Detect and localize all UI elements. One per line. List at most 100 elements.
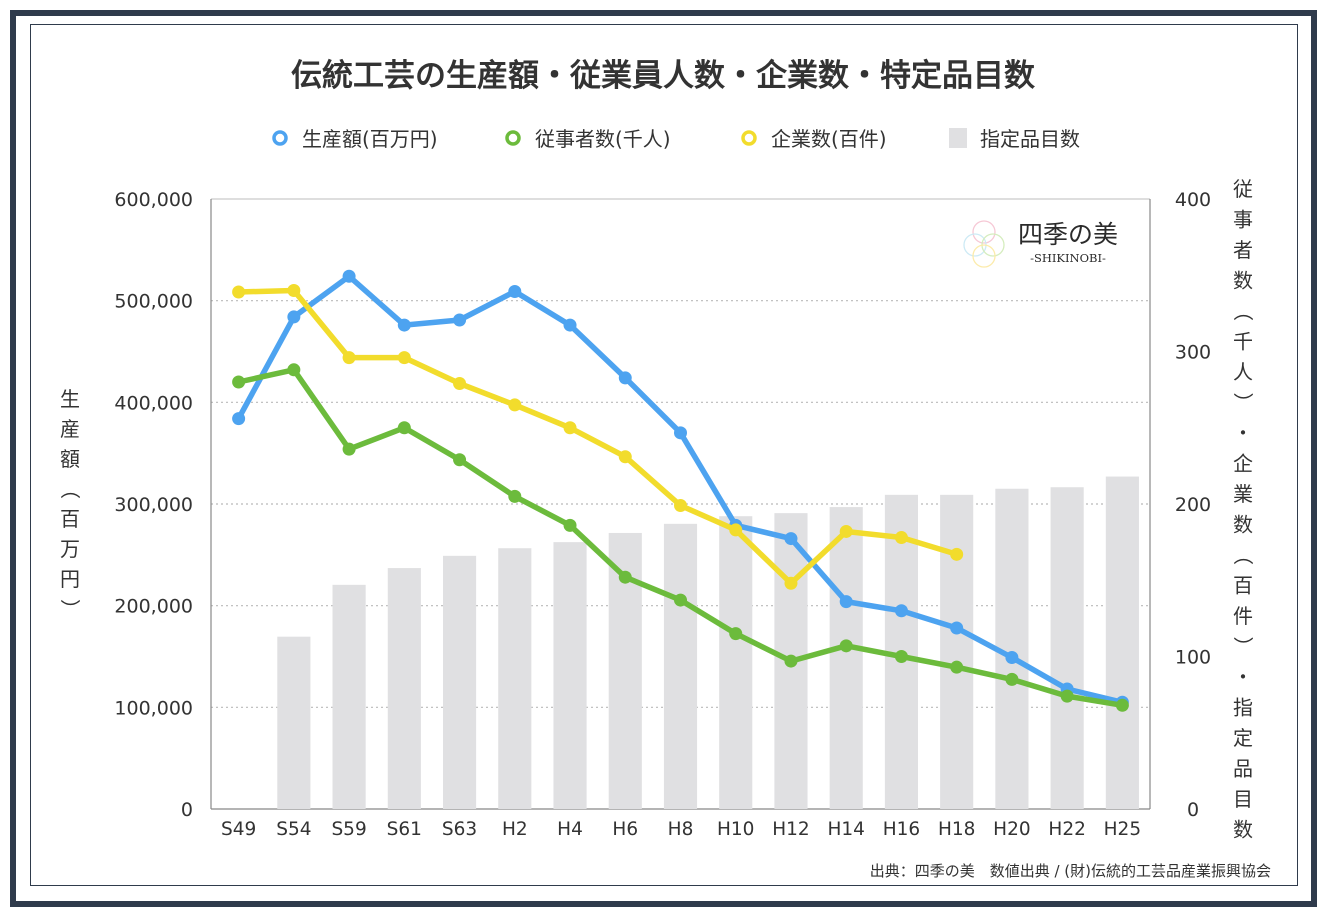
point-H4 (563, 421, 577, 435)
bar-S61 (387, 568, 421, 809)
left-axis-label: 生産額 （ 百万円 ） (58, 387, 82, 619)
point-H12 (784, 532, 798, 546)
legend-label: 生産額(百万円) (302, 127, 438, 151)
point-S49 (232, 375, 246, 389)
point-H2 (508, 489, 522, 503)
point-S54 (287, 310, 301, 324)
legend-label: 企業数(百件) (771, 127, 887, 151)
legend-item: 生産額(百万円) (272, 127, 438, 151)
axis-label-char: ） (1231, 393, 1255, 413)
axis-label-char: 数 (1233, 513, 1253, 537)
point-S61 (397, 421, 411, 435)
point-H4 (563, 318, 577, 332)
legend-label: 指定品目数 (980, 127, 1080, 151)
axis-label-char: 事 (1233, 208, 1253, 232)
point-H12 (784, 576, 798, 590)
axis-label-char: （ (1231, 545, 1255, 565)
point-H18 (950, 621, 964, 635)
flower-rings-icon (963, 220, 1005, 268)
left-axis-ticks: 0 100,000 200,000 300,000 400,000 500,000 600,… (114, 189, 193, 821)
point-H10 (729, 523, 743, 537)
point-H8 (674, 426, 687, 440)
point-H16 (894, 650, 908, 663)
axis-label-char: 者 (1233, 238, 1253, 262)
left-tick-label: 200,000 (114, 596, 193, 618)
x-tick-H25: H25 (1104, 819, 1141, 840)
point-H18 (950, 547, 964, 561)
bar-S54 (277, 636, 311, 809)
point-H16 (894, 604, 908, 618)
point-H6 (618, 371, 632, 385)
legend-item: 企業数(百件) (741, 127, 887, 151)
line-series-3 (232, 284, 964, 590)
left-tick-label: 600,000 (114, 189, 193, 211)
left-tick-label: 500,000 (114, 291, 193, 313)
chart-title: 伝統工芸の生産額・従業員人数・企業数・特定品目数 (291, 58, 1035, 94)
line-series-2 (232, 363, 1129, 712)
point-S61 (397, 351, 411, 365)
point-S59 (342, 442, 356, 456)
point-H12 (784, 654, 798, 668)
point-H6 (618, 450, 632, 464)
point-H2 (508, 398, 522, 412)
axis-label-char: 千 (1233, 330, 1253, 354)
point-S59 (342, 351, 356, 365)
left-tick-label: 100,000 (114, 697, 193, 719)
point-H22 (1060, 689, 1074, 703)
axis-label-char: 指 (1233, 696, 1253, 720)
right-axis-ticks: 0 100 200 300 400 (1175, 189, 1211, 821)
axis-label-char: 額 (60, 447, 80, 471)
point-S49 (232, 285, 246, 299)
x-tick-H10: H10 (717, 819, 754, 840)
point-S54 (287, 363, 301, 377)
point-S63 (453, 453, 467, 467)
line-series-1 (232, 269, 1129, 709)
axis-label-char: （ (1231, 301, 1255, 321)
source-note: 出典：四季の美 数値出典 / (財)伝統的工芸品産業振興協会 (870, 862, 1271, 880)
bar-S59 (332, 584, 366, 809)
bar-H18 (940, 494, 974, 809)
legend-bar-swatch (949, 128, 967, 148)
axis-label-char: ・ (1233, 665, 1253, 689)
legend-line-marker (272, 130, 288, 146)
point-S63 (453, 377, 467, 391)
x-tick-S63: S63 (442, 819, 477, 840)
axis-label-char: 業 (1233, 482, 1253, 506)
axis-label-char: 定 (1233, 726, 1253, 750)
x-tick-H18: H18 (938, 819, 975, 840)
point-S63 (453, 313, 467, 327)
point-H6 (618, 570, 632, 584)
bar-H8 (663, 523, 698, 809)
bar-H10 (719, 516, 753, 809)
bar-series-items (277, 476, 1139, 809)
legend-label: 従事者数(千人) (535, 127, 671, 151)
point-H8 (674, 499, 687, 513)
point-S49 (232, 412, 246, 426)
right-tick-label: 200 (1175, 494, 1211, 516)
legend-item: 指定品目数 (949, 127, 1080, 151)
axis-label-char: 数 (1233, 818, 1253, 842)
axis-label-char: 従 (1233, 177, 1253, 201)
point-H20 (1005, 651, 1019, 665)
x-tick-H4: H4 (557, 819, 583, 840)
right-tick-label: 400 (1175, 189, 1211, 211)
bar-H25 (1105, 476, 1139, 809)
x-tick-H12: H12 (772, 819, 809, 840)
line-series (232, 269, 1129, 712)
left-tick-label: 300,000 (114, 494, 193, 516)
axis-label-char: 人 (1233, 360, 1253, 384)
axis-label-char: 目 (1233, 787, 1253, 811)
point-H25 (1115, 698, 1129, 712)
x-tick-S54: S54 (276, 819, 311, 840)
x-tick-H20: H20 (993, 819, 1030, 840)
axis-label-char: 件 (1233, 604, 1253, 628)
watermark-title: 四季の美 (1018, 220, 1118, 249)
axis-label-char: 百 (1233, 574, 1253, 598)
x-tick-H14: H14 (827, 819, 864, 840)
bar-H14 (829, 507, 863, 809)
left-tick-label: 400,000 (114, 392, 193, 414)
x-tick-S59: S59 (331, 819, 366, 840)
axis-label-char: 企 (1233, 452, 1253, 476)
point-H20 (1005, 672, 1019, 686)
point-S54 (287, 284, 301, 297)
